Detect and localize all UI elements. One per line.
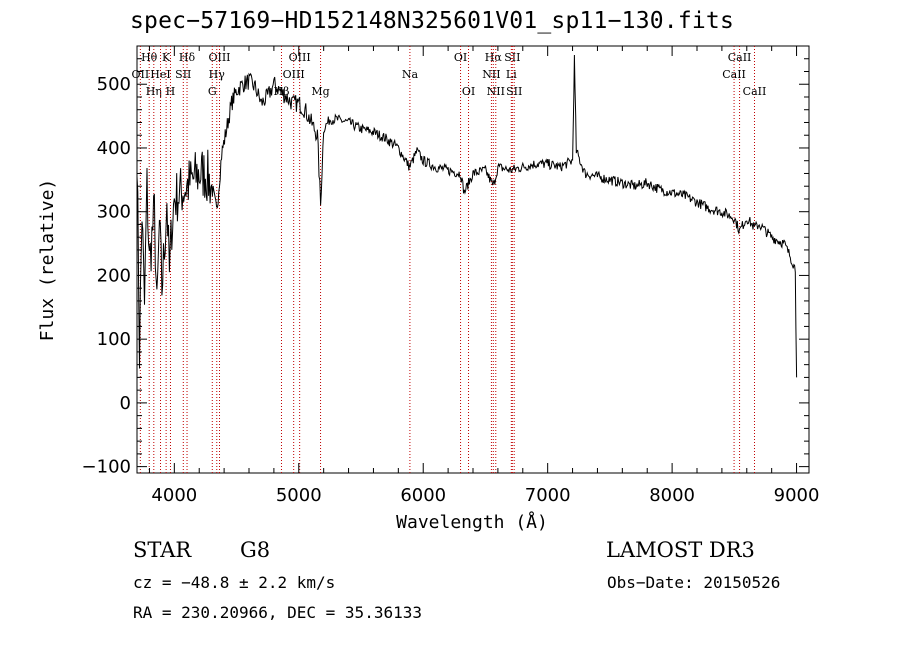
marker-label-caii-25: CaII	[722, 68, 746, 81]
y-tick-label-6: 500	[97, 74, 131, 95]
x-axis-label: Wavelength (Å)	[396, 511, 548, 533]
marker-label-oiii-8: OIII	[208, 51, 230, 64]
observation-date: Obs−Date: 20150526	[607, 573, 781, 592]
marker-label-g-10: G	[208, 85, 217, 98]
x-axis: 4000 5000 6000 7000 8000 9000	[148, 46, 820, 506]
survey-name: LAMOST DR3	[606, 538, 755, 562]
marker-label-h-6: Hδ	[179, 51, 196, 64]
marker-label-na-15: Na	[402, 68, 419, 81]
x-tick-label-8000: 8000	[649, 485, 695, 506]
y-axis: −100 0 100 200 300 400 500	[82, 58, 809, 478]
marker-label-h-9: Hγ	[209, 68, 226, 81]
plot-frame	[136, 45, 810, 474]
line-marker-group: Hθ OII Hη K HeI H Hδ SII OIII Hγ G OIII OIII Hβ Mg Na OI…	[132, 46, 767, 473]
y-tick-label-2: 100	[97, 329, 131, 350]
chart-title: spec−57169−HD152148N325601V01_sp11−130.f…	[130, 8, 735, 34]
marker-label-caii-24: CaII	[728, 51, 752, 64]
y-tick-label-4: 300	[97, 202, 131, 223]
marker-label-oi-17: OI	[462, 85, 475, 98]
object-class: STAR	[133, 538, 192, 562]
marker-label-h-18: Hα	[485, 51, 503, 64]
marker-label-h-0: Hθ	[141, 51, 158, 64]
y-tick-label-0: −100	[82, 457, 131, 478]
y-tick-label-1: 0	[120, 393, 131, 414]
marker-label-sii-19: SII	[504, 51, 520, 64]
marker-label-mg-14: Mg	[311, 85, 329, 98]
marker-label-h-5: H	[166, 85, 176, 98]
marker-label-oii-1: OII	[132, 68, 150, 81]
coordinates: RA = 230.20966, DEC = 35.36133	[133, 603, 422, 622]
marker-label-h-2: Hη	[146, 85, 162, 98]
x-tick-label-5000: 5000	[276, 485, 322, 506]
marker-label-li-21: Li	[506, 68, 517, 81]
y-tick-label-5: 400	[97, 138, 131, 159]
marker-label-oi-16: OI	[454, 51, 467, 64]
marker-label-sii-23: SII	[506, 85, 522, 98]
x-tick-label-6000: 6000	[400, 485, 446, 506]
marker-label-sii-7: SII	[175, 68, 191, 81]
spectrum-line	[136, 54, 798, 378]
x-tick-label-4000: 4000	[151, 485, 197, 506]
marker-label-h-13: Hβ	[274, 85, 290, 98]
marker-label-oiii-12: OIII	[283, 68, 305, 81]
marker-label-k-3: K	[162, 51, 171, 64]
marker-label-nii-20: NII	[482, 68, 500, 81]
y-axis-label: Flux (relative)	[37, 179, 58, 342]
x-tick-label-7000: 7000	[525, 485, 571, 506]
marker-label-oiii-11: OIII	[289, 51, 311, 64]
marker-label-nii-22: NII	[487, 85, 505, 98]
redshift-velocity: cz = −48.8 ± 2.2 km/s	[133, 573, 336, 592]
marker-label-hei-4: HeI	[150, 68, 170, 81]
x-tick-label-9000: 9000	[774, 485, 820, 506]
object-subclass: G8	[240, 538, 271, 562]
spectrum-series	[136, 54, 798, 378]
marker-label-caii-26: CaII	[743, 85, 767, 98]
y-tick-label-3: 200	[97, 265, 131, 286]
